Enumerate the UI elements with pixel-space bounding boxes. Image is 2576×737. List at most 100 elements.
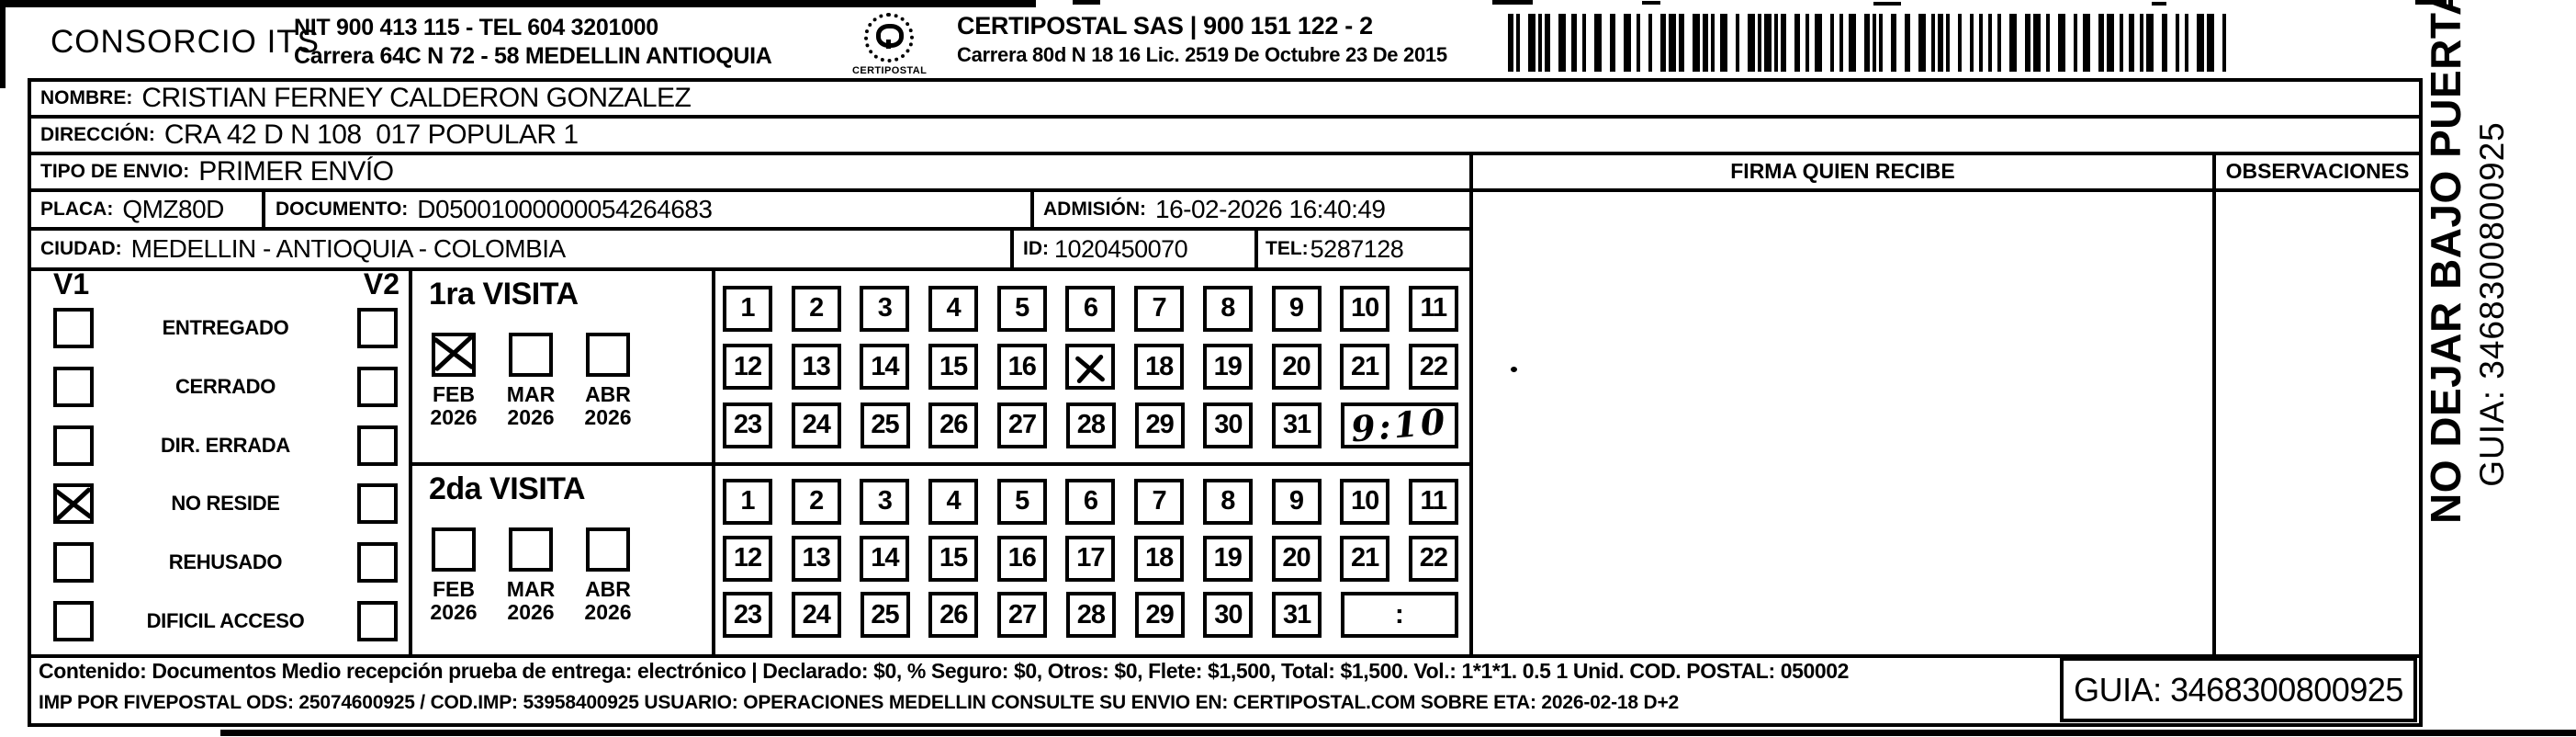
visit-2-time-box[interactable]: : — [1340, 592, 1458, 639]
id-label: ID: — [1023, 238, 1049, 259]
visit-2-day-28[interactable]: 28 — [1065, 592, 1116, 639]
firma-area[interactable] — [1473, 192, 2212, 654]
visit-1-day-28[interactable]: 28 — [1065, 402, 1116, 448]
checkbox-visit-2-feb[interactable] — [432, 527, 476, 572]
visit-1-day-15[interactable]: 15 — [928, 344, 979, 390]
visit-2-day-18[interactable]: 18 — [1134, 535, 1185, 582]
visit-2-day-5[interactable]: 5 — [996, 478, 1047, 525]
visit-1-day-30[interactable]: 30 — [1203, 402, 1254, 448]
visit-2-day-25[interactable]: 25 — [860, 592, 910, 639]
visit-1-day-31[interactable]: 31 — [1272, 402, 1322, 448]
visit-2-days: 1 2 3 4 5 6 7 8 9 10 11 12 13 14 15 16 17 18 19 20 21 22 23 24 2… — [715, 466, 1466, 651]
visit-1-day-5[interactable]: 5 — [996, 285, 1047, 332]
month-label: FEB 2026 — [430, 577, 478, 624]
checkbox-visit-1-mar[interactable] — [509, 333, 553, 377]
checkbox-visit-2-abr[interactable] — [586, 527, 630, 572]
documento-label: DOCUMENTO: — [276, 198, 409, 220]
tel-value: 5287128 — [1310, 234, 1404, 263]
checkbox-v1-dir-errada[interactable] — [53, 425, 94, 466]
checkbox-v1-no-reside[interactable] — [53, 483, 94, 525]
visit-2-day-6[interactable]: 6 — [1065, 478, 1116, 525]
visit-1-day-12[interactable]: 12 — [723, 344, 772, 390]
tipo-envio-label: TIPO DE ENVIO: — [40, 161, 190, 182]
visit-2-day-26[interactable]: 26 — [928, 592, 979, 639]
visit-2-day-27[interactable]: 27 — [997, 592, 1048, 639]
visit-1-day-25[interactable]: 25 — [860, 402, 910, 448]
visit-2-day-23[interactable]: 23 — [723, 592, 772, 639]
checkbox-v1-rehusado[interactable] — [53, 542, 94, 584]
visit-1-day-2[interactable]: 2 — [791, 285, 841, 332]
checkbox-visit-1-feb[interactable] — [432, 333, 476, 377]
provider-info: CERTIPOSTAL SAS | 900 151 122 - 2 Carrer… — [957, 12, 1447, 69]
side-strip: NO DEJAR BAJO PUERTA GUIA: 3468300800925 — [2421, 0, 2537, 524]
status-row-rehusado: REHUSADO — [31, 533, 409, 592]
visit-1-day-13[interactable]: 13 — [791, 344, 841, 390]
visit-1-day-18[interactable]: 18 — [1134, 344, 1185, 390]
visit-1-day-8[interactable]: 8 — [1202, 285, 1253, 332]
visit-2-day-22[interactable]: 22 — [1408, 535, 1458, 582]
visit-2-day-20[interactable]: 20 — [1271, 535, 1322, 582]
visit-2-day-31[interactable]: 31 — [1272, 592, 1322, 639]
visit-2-day-9[interactable]: 9 — [1271, 478, 1322, 525]
observaciones-area[interactable] — [2216, 192, 2419, 654]
ciudad-cell: CIUDAD: MEDELLIN - ANTIOQUIA - COLOMBIA — [40, 231, 566, 267]
visit-2-day-16[interactable]: 16 — [996, 535, 1047, 582]
visit-1-day-16[interactable]: 16 — [996, 344, 1047, 390]
divider — [31, 115, 2419, 119]
visit-1-day-22[interactable]: 22 — [1408, 344, 1458, 390]
visit-2-day-30[interactable]: 30 — [1203, 592, 1254, 639]
visit-1-day-10[interactable]: 10 — [1340, 285, 1390, 332]
visit-2-day-15[interactable]: 15 — [928, 535, 979, 582]
checkbox-v1-dificil-acceso[interactable] — [53, 601, 94, 642]
visit-1-day-4[interactable]: 4 — [928, 285, 979, 332]
checkbox-visit-1-abr[interactable] — [586, 333, 630, 377]
visit-1-day-7[interactable]: 7 — [1134, 285, 1185, 332]
visit-1-day-27[interactable]: 27 — [997, 402, 1048, 448]
visit-2-day-14[interactable]: 14 — [860, 535, 910, 582]
visit-1-day-1[interactable]: 1 — [723, 285, 772, 332]
visit-1-day-29[interactable]: 29 — [1134, 402, 1185, 448]
visit-2-day-24[interactable]: 24 — [791, 592, 841, 639]
company-nit-line: NIT 900 413 115 - TEL 604 3201000 — [294, 15, 658, 40]
visit-2-day-8[interactable]: 8 — [1202, 478, 1253, 525]
checkbox-v2-rehusado[interactable] — [357, 542, 398, 584]
visit-2-day-10[interactable]: 10 — [1340, 478, 1390, 525]
visit-1-day-17[interactable]: 17 — [1065, 344, 1116, 390]
visit-1-day-19[interactable]: 19 — [1202, 344, 1253, 390]
visit-2-day-21[interactable]: 21 — [1340, 535, 1390, 582]
visit-2-day-17[interactable]: 17 — [1065, 535, 1116, 582]
visit-2-day-12[interactable]: 12 — [723, 535, 772, 582]
checkbox-v2-entregado[interactable] — [357, 307, 398, 348]
visit-1-day-26[interactable]: 26 — [928, 402, 979, 448]
checkbox-v2-cerrado[interactable] — [357, 366, 398, 407]
checkbox-v1-cerrado[interactable] — [53, 366, 94, 407]
visit-2-day-1[interactable]: 1 — [723, 478, 772, 525]
visit-2-month-feb: FEB 2026 — [420, 527, 488, 624]
visit-1-day-11[interactable]: 11 — [1408, 285, 1458, 332]
visit-2-day-4[interactable]: 4 — [928, 478, 979, 525]
visit-1-day-23[interactable]: 23 — [723, 402, 772, 448]
checkbox-v2-dificil-acceso[interactable] — [357, 601, 398, 642]
visit-1-day-6[interactable]: 6 — [1065, 285, 1116, 332]
checkbox-v2-no-reside[interactable] — [356, 483, 398, 525]
visit-2-day-11[interactable]: 11 — [1408, 478, 1458, 525]
visit-2-day-19[interactable]: 19 — [1202, 535, 1253, 582]
checkbox-visit-2-mar[interactable] — [509, 527, 553, 572]
visit-1-day-24[interactable]: 24 — [791, 402, 841, 448]
direccion-label: DIRECCIÓN: — [40, 124, 155, 145]
visit-1-day-14[interactable]: 14 — [860, 344, 910, 390]
visit-1-time-box[interactable]: 9:10 — [1340, 400, 1458, 450]
admision-value: 16-02-2026 16:40:49 — [1155, 195, 1386, 223]
visit-1-day-20[interactable]: 20 — [1271, 344, 1322, 390]
checkbox-v1-entregado[interactable] — [53, 307, 94, 348]
visit-1-day-9[interactable]: 9 — [1271, 285, 1322, 332]
visit-2-day-13[interactable]: 13 — [791, 535, 841, 582]
certipostal-logo: CERTIPOSTAL — [852, 13, 927, 80]
visit-1-day-3[interactable]: 3 — [860, 285, 910, 332]
visit-2-day-2[interactable]: 2 — [791, 478, 841, 525]
visit-2-day-3[interactable]: 3 — [860, 478, 910, 525]
visit-1-day-21[interactable]: 21 — [1340, 344, 1390, 390]
checkbox-v2-dir-errada[interactable] — [357, 425, 398, 466]
visit-2-day-29[interactable]: 29 — [1134, 592, 1185, 639]
visit-2-day-7[interactable]: 7 — [1134, 478, 1185, 525]
